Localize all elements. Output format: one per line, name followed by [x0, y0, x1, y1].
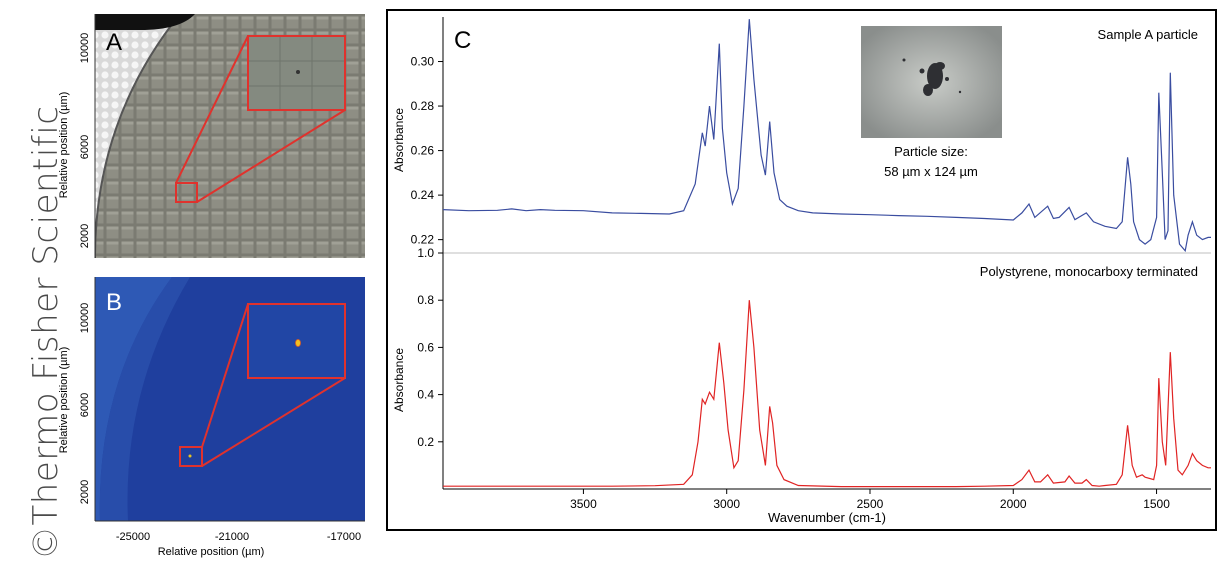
panel-a-zoom-inset: [248, 36, 345, 110]
panel-b-ylabel: Relative position (µm): [58, 347, 70, 454]
panel-b-label: B: [106, 289, 122, 316]
panel-a-large-box: [247, 35, 346, 111]
reference-xtick-label: 1500: [1143, 497, 1170, 511]
sample-spectrum-axes: Sample A particle Absorbance 0.22 0.24 0.2…: [392, 17, 1198, 253]
panel-a-ytick-6000: 6000: [79, 135, 91, 159]
reference-xtick-label: 2000: [1000, 497, 1027, 511]
panel-b-small-box: [179, 446, 203, 467]
panel-b-ytick-6000: 6000: [79, 393, 91, 417]
panel-b-ytick-10000: 10000: [79, 303, 91, 334]
sample-ytick-label: 0.22: [411, 233, 435, 247]
panel-b-xtick-minus25000: -25000: [116, 531, 150, 543]
panel-b-xtick-minus21000: -21000: [215, 531, 249, 543]
sample-ytick-label: 0.26: [411, 144, 435, 158]
panel-b-axes: 2000 6000 10000 Relative position (µm) -…: [58, 277, 365, 558]
panel-b-large-box: [247, 303, 346, 379]
panel-a-label: A: [106, 29, 122, 56]
reference-spectrum-ylabel: Absorbance: [392, 348, 406, 412]
panel-a-connector-top: [175, 35, 249, 184]
particle-caption-line2: 58 µm x 124 µm: [884, 164, 978, 179]
panel-b-highlight: [179, 303, 346, 467]
panel-a-ytick-2000: 2000: [79, 224, 91, 248]
panel-b-zoom-inset: [248, 304, 345, 378]
panel-b-hotspot-large: [295, 339, 301, 347]
sample-spectrum-ylabel: Absorbance: [392, 108, 406, 172]
panel-c-frame: [386, 9, 1217, 531]
reference-ytick-label: 0.2: [417, 435, 434, 449]
sample-ytick-label: 0.24: [411, 188, 435, 202]
sample-ytick-label: 0.30: [411, 55, 435, 69]
panel-a-small-box: [175, 182, 198, 203]
reference-xtick-label: 3500: [570, 497, 597, 511]
sample-spectrum-line: [443, 19, 1211, 253]
reference-spectrum-line: [443, 300, 1211, 488]
panel-a-top-shadow: [95, 14, 195, 30]
reference-xtick-label: 2500: [857, 497, 884, 511]
panel-c: C Sample A particle Absorbance 0.22 0.24 0…: [386, 9, 1217, 531]
sample-spectrum-title: Sample A particle: [1098, 27, 1198, 42]
panel-b-xlabel: Relative position (µm): [158, 546, 265, 558]
panel-b-edge-band: [99, 277, 190, 521]
sample-ytick-label: 0.28: [411, 99, 435, 113]
panel-b: [95, 277, 365, 521]
particle-caption-line1: Particle size:: [894, 144, 968, 159]
panel-a-ylabel: Relative position (µm): [58, 92, 70, 199]
panel-a-y-axis: 2000 6000 10000 Relative position (µm): [58, 14, 96, 258]
reference-ytick-label: 1.0: [417, 246, 434, 260]
panel-a-connector-bottom: [196, 109, 346, 203]
reference-ytick-label: 0.4: [417, 388, 434, 402]
reference-xtick-label: 3000: [713, 497, 740, 511]
panel-b-outer-region: [95, 277, 172, 521]
reference-spectrum-xlabel: Wavenumber (cm-1): [768, 510, 886, 525]
panel-b-xtick-minus17000: -17000: [327, 531, 361, 543]
reference-spectrum-axes: Polystyrene, monocarboxy terminated Abso…: [392, 246, 1211, 525]
panel-a-highlight: [175, 35, 346, 203]
panel-c-label: C: [454, 27, 471, 54]
particle-photo-inset: Particle size: 58 µm x 124 µm: [861, 26, 1002, 179]
panel-b-hotspot-small: [188, 454, 192, 458]
panel-a-ytick-10000: 10000: [79, 33, 91, 64]
panel-b-ytick-2000: 2000: [79, 480, 91, 504]
panel-b-connector-top: [201, 303, 249, 448]
reference-ytick-label: 0.6: [417, 340, 434, 354]
reference-spectrum-title: Polystyrene, monocarboxy terminated: [980, 264, 1198, 279]
reference-ytick-label: 0.8: [417, 293, 434, 307]
panel-b-connector-bottom: [201, 377, 346, 467]
panel-a: [95, 14, 365, 258]
particle-cluster: [902, 58, 962, 96]
panel-a-edge-arc: [95, 14, 181, 258]
